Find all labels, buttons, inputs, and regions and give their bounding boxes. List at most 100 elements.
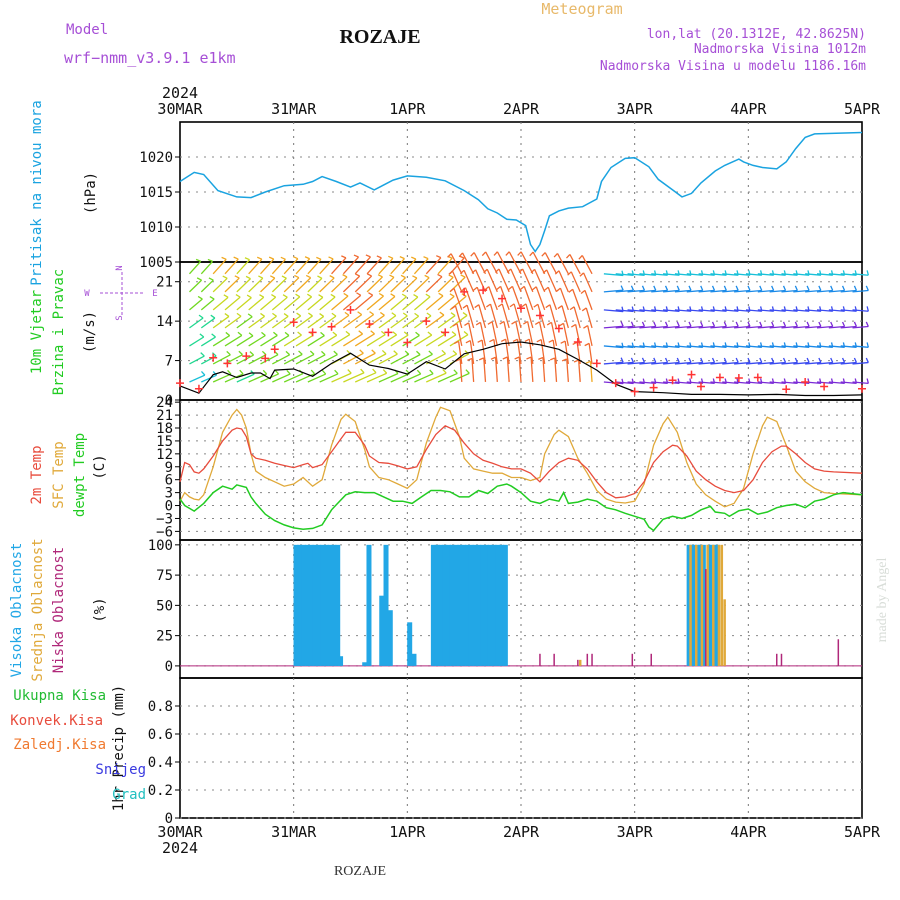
- wind-barb: [793, 289, 810, 293]
- cloud-bar: [304, 544, 310, 666]
- wind-barb: [651, 289, 668, 293]
- wind-barb-feather: [533, 303, 539, 308]
- wind-barb: [674, 289, 692, 293]
- wind-barb: [674, 345, 692, 348]
- compass-letter: S: [115, 315, 125, 320]
- wind-barb-feather: [641, 357, 646, 363]
- wind-barb-feather: [806, 357, 810, 363]
- cloud-bar: [327, 544, 333, 666]
- cloud-bar: [338, 656, 344, 666]
- wind-barb: [589, 361, 593, 383]
- wind-barb: [769, 273, 786, 276]
- wind-barb: [757, 381, 774, 385]
- wind-barb: [283, 277, 300, 293]
- wind-barb-feather: [343, 292, 349, 297]
- wind-barb: [307, 296, 324, 311]
- cloud-bar: [715, 544, 721, 666]
- wind-barb-feather: [298, 350, 303, 355]
- wind-barb: [295, 373, 315, 383]
- wind-barb-feather: [496, 285, 502, 291]
- wind-barb-feather: [227, 369, 232, 375]
- wind-barb: [212, 315, 230, 329]
- wind-barb: [722, 273, 739, 276]
- wind-barb-feather: [225, 331, 231, 337]
- gust-marker: [820, 382, 829, 391]
- wind-barb-feather: [688, 285, 692, 291]
- low-cloud-ylabel: Niska Oblacnost: [51, 547, 67, 673]
- wind-barb: [698, 289, 715, 293]
- wind-barb-feather: [371, 349, 376, 354]
- wind-barb: [769, 325, 786, 329]
- wind-barb: [816, 361, 833, 365]
- wind-barb-feather: [489, 338, 495, 343]
- wind-barb: [402, 296, 419, 311]
- wind-barb-feather: [505, 251, 510, 256]
- wind-barb: [402, 315, 420, 329]
- wind-barb: [451, 270, 463, 293]
- wind-barb-feather: [465, 369, 470, 374]
- wind-barb: [550, 322, 558, 347]
- gust-marker: [308, 328, 317, 337]
- wind-barb-feather: [524, 338, 530, 343]
- wind-barb-feather: [449, 287, 455, 293]
- wind-barb: [342, 294, 362, 311]
- wind-barb-feather: [281, 275, 287, 279]
- gust-marker: [289, 318, 298, 327]
- wind-barb: [295, 296, 313, 311]
- wind-barb-feather: [258, 275, 264, 279]
- wind-barb: [189, 317, 204, 329]
- wind-barb-feather: [711, 321, 716, 327]
- wind-barb-feather: [271, 294, 277, 298]
- wind-barb: [366, 372, 387, 383]
- wind-barb: [437, 372, 458, 383]
- bottom-date-label: 2APR: [503, 823, 540, 841]
- wind-barb: [413, 258, 429, 275]
- wind-barb-feather: [304, 256, 310, 260]
- wind-barb-feather: [360, 368, 365, 374]
- wind-barb: [464, 287, 475, 311]
- wind-barb-feather: [404, 350, 410, 355]
- wind-barb: [453, 288, 463, 311]
- wind-barb: [828, 309, 845, 312]
- cloud-bar: [776, 653, 778, 666]
- wind-barb: [488, 286, 498, 311]
- wind-barb: [390, 277, 406, 293]
- wind-barb-feather: [641, 285, 646, 291]
- wind-barb-feather: [344, 311, 350, 316]
- wind-barb: [663, 325, 680, 329]
- wind-barb-feather: [451, 331, 457, 336]
- wind-barb-feather: [377, 274, 383, 278]
- gust-marker: [327, 322, 336, 331]
- wind-barb-feather: [794, 321, 798, 327]
- wind-barb: [498, 268, 510, 293]
- wind-barb: [414, 353, 433, 365]
- wind-barb: [343, 372, 365, 383]
- mid-cloud-ylabel: Srednja Oblacnost: [30, 538, 46, 681]
- wind-barb-feather: [401, 293, 407, 298]
- wind-barb-feather: [221, 256, 227, 260]
- wind-barb: [674, 309, 692, 312]
- wind-barb: [516, 339, 522, 365]
- wind-barb: [546, 269, 558, 293]
- gust-marker: [649, 383, 658, 392]
- top-date-ticks: 30MAR 31MAR 1APR 2APR 3APR 4APR 5APR: [157, 100, 881, 118]
- wind-barb-feather: [256, 256, 263, 260]
- wind-barb-feather: [700, 321, 704, 327]
- wind-barb-feather: [358, 330, 363, 335]
- precip-ylabel: 1hr Precip (mm): [111, 685, 127, 811]
- cloud-bar: [468, 544, 474, 666]
- wind-barb: [828, 345, 845, 348]
- wind-barb-feather: [246, 294, 252, 299]
- wind-barb: [236, 297, 252, 311]
- cloud-bar: [480, 544, 486, 666]
- wind-barb: [686, 381, 703, 385]
- cloud-bar: [720, 544, 724, 666]
- wind-barb-feather: [470, 252, 475, 257]
- wind-barb: [200, 279, 214, 293]
- wind-barb-feather: [676, 321, 680, 327]
- gust-marker: [223, 359, 232, 368]
- cloud-bar: [366, 544, 372, 666]
- wind-barb-feather: [542, 269, 548, 274]
- elevation-label: Nadmorska Visina 1012m: [694, 42, 866, 57]
